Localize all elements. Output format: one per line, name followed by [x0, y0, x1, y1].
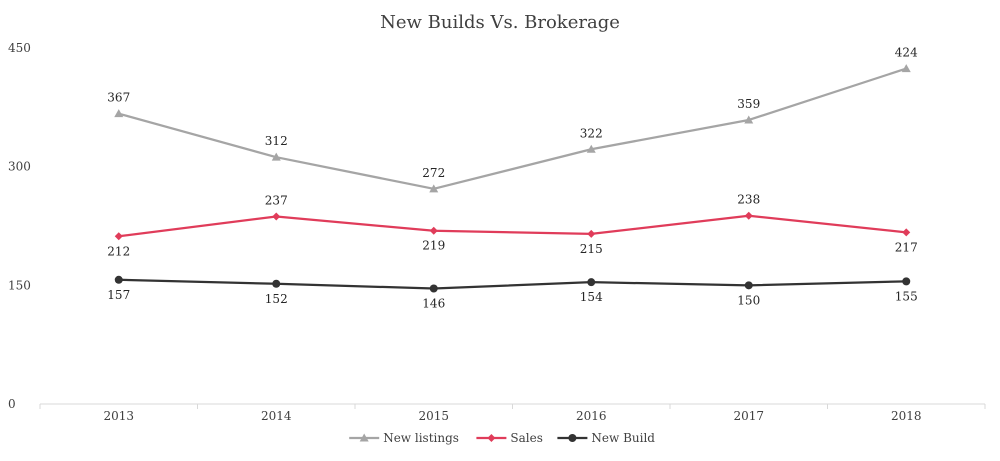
legend-marker: [568, 434, 577, 442]
data-point-new-listings: [901, 64, 911, 73]
legend-item-sales: Sales: [476, 431, 543, 445]
series-line-new-build: [118, 278, 907, 290]
series-new-listings: 367 312 272 322 359 424: [107, 46, 918, 193]
data-point-sales: [744, 211, 753, 220]
data-point-new-build: [587, 278, 596, 287]
data-label-new-build: 155: [895, 289, 918, 303]
data-point-new-listings: [429, 184, 439, 193]
data-label-sales: 238: [737, 193, 760, 207]
x-tick-label: 2015: [418, 409, 449, 423]
data-label-new-listings: 359: [737, 97, 760, 111]
chart-title: New Builds Vs. Brokerage: [380, 12, 620, 33]
data-label-sales: 212: [107, 244, 130, 258]
series-line-new-listings: [118, 67, 907, 190]
data-point-sales: [587, 229, 596, 238]
data-point-sales: [114, 232, 123, 241]
legend-label: New Build: [591, 431, 655, 445]
data-point-new-build: [744, 281, 753, 290]
data-label-sales: 215: [580, 242, 603, 256]
series-sales: 212 237 219 215 238 217: [107, 193, 917, 259]
data-point-new-listings: [271, 152, 281, 161]
legend-marker: [487, 434, 496, 442]
series-line-sales: [118, 214, 907, 238]
data-label-new-listings: 367: [107, 91, 130, 105]
series-new-build: 157 152 146 154 150 155: [107, 275, 918, 310]
y-tick-label: 450: [8, 41, 31, 55]
data-label-new-build: 150: [737, 293, 760, 307]
data-label-new-listings: 424: [895, 46, 918, 60]
legend-label: New listings: [383, 431, 459, 445]
legend-item-new-build: New Build: [557, 431, 655, 445]
data-point-new-build: [902, 277, 911, 286]
data-point-new-listings: [744, 115, 754, 124]
data-label-new-build: 154: [580, 290, 603, 304]
data-point-new-build: [429, 284, 438, 293]
legend-item-new-listings: New listings: [349, 431, 459, 445]
data-point-new-build: [114, 275, 123, 284]
data-label-sales: 237: [265, 194, 288, 208]
data-point-new-listings: [586, 144, 596, 153]
data-label-new-build: 157: [107, 288, 130, 302]
data-label-new-listings: 322: [580, 126, 603, 140]
data-label-new-build: 152: [265, 292, 288, 306]
data-label-new-listings: 272: [422, 166, 445, 180]
data-point-new-listings: [114, 109, 124, 118]
data-label-sales: 217: [895, 240, 918, 254]
data-point-sales: [429, 226, 438, 235]
legend-marker: [359, 433, 369, 442]
y-tick-label: 150: [8, 278, 31, 292]
data-point-sales: [272, 212, 281, 221]
axes: 2013 2014 2015 2016 2017 2018 0 150 300 450: [8, 41, 986, 423]
y-tick-label: 300: [8, 160, 31, 174]
x-tick-label: 2014: [261, 409, 292, 423]
x-tick-label: 2016: [576, 409, 607, 423]
data-point-new-build: [272, 279, 281, 288]
legend: New listings Sales New Build: [349, 431, 655, 445]
data-label-new-build: 146: [422, 296, 445, 310]
data-label-new-listings: 312: [265, 134, 288, 148]
y-tick-label: 0: [8, 397, 16, 411]
legend-label: Sales: [510, 431, 542, 445]
data-label-sales: 219: [422, 239, 445, 253]
x-tick-label: 2018: [891, 409, 922, 423]
data-point-sales: [902, 228, 911, 237]
x-tick-label: 2017: [733, 409, 764, 423]
x-tick-label: 2013: [103, 409, 134, 423]
